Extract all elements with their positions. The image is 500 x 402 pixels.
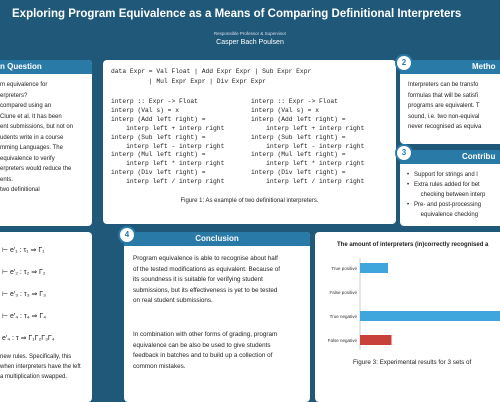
code-panel: data Expr = Val Float | Add Expr Expr | … (103, 60, 396, 224)
code-line: interp (Add left right) = (251, 115, 346, 123)
code-line: interp :: Expr -> Float (111, 98, 198, 105)
text-line: Interpreters can be transfo (408, 82, 479, 88)
contributions-panel: Contribu Support for strings and l Extra r… (400, 150, 500, 226)
text-line: sound, i.e. two non-equival (408, 113, 480, 120)
caption: Figure 1: As example of two definitional… (180, 198, 319, 204)
author: Casper Bach Poulsen (216, 39, 284, 46)
text-line: never recognised as equiva (408, 124, 482, 130)
text-line: equivalence to verify (0, 155, 55, 162)
code-line: interp (Div left right) = (251, 169, 346, 177)
code-line: interp left / interp right (251, 178, 365, 186)
bullet: • (407, 202, 410, 208)
code-line: interp left * interp right (111, 160, 225, 168)
code-line: interp left / interp right (111, 178, 225, 186)
bar (360, 263, 388, 273)
text-line: formulas that will be satisfi (408, 92, 479, 99)
bar (360, 335, 392, 345)
section-heading: Metho (400, 60, 500, 74)
code-line: interp (Mul left right) = (111, 151, 206, 159)
text-line: erpreters? (0, 92, 28, 99)
category-label: True positive (331, 266, 357, 271)
text-line: udents write in a course (0, 134, 64, 141)
bullet: • (407, 182, 410, 188)
conclusion-panel: Conclusion Program equivalence is able to… (124, 232, 310, 402)
section-heading: n Question (0, 60, 92, 74)
code-line: interp (Sub left right) = (111, 133, 206, 141)
research-question-panel: n Question m equivalence for erpreters? com… (0, 60, 92, 226)
bullet: • (407, 172, 410, 178)
text-line: ent submissions, but not on (0, 124, 74, 130)
chart-panel: The amount of interpreters (in)correctly… (315, 232, 500, 402)
rule: ⊢ e′₄ : τ₄ ⇒ Γ₄ (2, 313, 47, 320)
text-line: ents. (0, 176, 14, 183)
code-line: data Expr = Val Float | Add Expr Expr | … (111, 68, 312, 75)
code-line: interp (Val s) = x (111, 106, 180, 114)
text-line: m equivalence for (0, 82, 48, 88)
code-line: interp left - interp right (111, 142, 225, 150)
bar-chart: True positive False positive True negative… (328, 258, 500, 350)
section-number: 2 (395, 54, 413, 72)
code-line: interp (Mul left right) = (251, 151, 346, 159)
caption: Figure 3: Experimental results for 3 set… (353, 359, 472, 366)
code-line: interp left * interp right (251, 160, 365, 168)
text-line: Extra rules added for bet (414, 182, 480, 188)
rule: ⊢ e′₂ : τ₂ ⇒ Γ₂ (2, 269, 46, 276)
text-line: checking between interp (414, 192, 486, 198)
section-number: 4 (118, 226, 136, 244)
text-line: two definitional (0, 187, 40, 193)
code-line: interp left + interp right (111, 124, 225, 132)
section-heading: Contribu (400, 150, 500, 164)
rule: ⊢ e′₁ : τ₁ ⇒ Γ₁ (2, 247, 45, 254)
text-line: mming Languages. The (0, 145, 63, 151)
code-line: interp (Sub left right) = (251, 133, 346, 141)
code-line: interp left + interp right (251, 124, 365, 132)
subtitle: Responsible Professor & Supervisor (213, 31, 287, 36)
category-label: False positive (329, 290, 357, 295)
category-label: True negative (330, 314, 358, 319)
paragraph: In combination with other forms of gradi… (133, 331, 278, 370)
text-line: Clune et al. It has been (0, 113, 62, 120)
section-number: 3 (395, 144, 413, 162)
code-line: interp :: Expr -> Float (251, 98, 338, 105)
code-line: interp (Add left right) = (111, 115, 206, 123)
text-line: new rules. Specifically, this (0, 354, 72, 360)
code-line: interp (Div left right) = (111, 169, 206, 177)
text-line: programs are equivalent. T (408, 103, 480, 109)
rules-panel: ⊢ e′₁ : τ₁ ⇒ Γ₁ ⊢ e′₂ : τ₂ ⇒ Γ₂ ⊢ e′₃ : τ₃… (0, 232, 92, 402)
code-line: | Mul Expr Expr | Div Expr Expr (111, 78, 266, 85)
text-line: Pre- and post-processing (414, 202, 482, 208)
section-heading: Conclusion (124, 232, 310, 246)
bar (360, 311, 500, 321)
method-panel: Metho Interpreters can be transfo formulas… (400, 60, 500, 144)
title: Exploring Program Equivalence as a Means… (12, 8, 462, 20)
code-line: interp left - interp right (251, 142, 365, 150)
text-line: Support for strings and l (414, 172, 478, 178)
code-line: interp (Val s) = x (251, 106, 320, 114)
text-line: compared using an (0, 103, 52, 109)
category-label: False negative (328, 338, 358, 343)
text-line: when interpreters have the left (0, 364, 81, 370)
text-line: equivalence checking (414, 212, 479, 218)
paragraph: Program equivalence is able to recognise… (133, 255, 281, 304)
text-line: a multiplication swapped. (0, 374, 68, 380)
text-line: erpreters would reduce the (0, 166, 72, 172)
rule: ⊢ e′₃ : τ₃ ⇒ Γ₃ (2, 291, 47, 298)
rule: e′₄ : τ ⇒ Γ₁Γ₂Γ₃Γ₄ (2, 335, 55, 342)
chart-title: The amount of interpreters (in)correctly… (337, 242, 489, 248)
